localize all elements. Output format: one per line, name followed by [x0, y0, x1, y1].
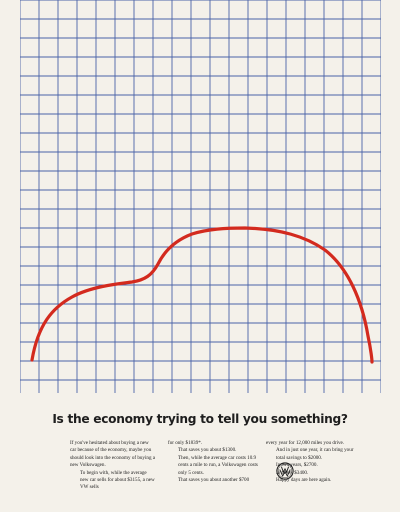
body-paragraph: for only $1839*.: [168, 440, 203, 446]
body-paragraph: That saves you about $1300.: [178, 447, 237, 454]
body-column-2: for only $1839*. That saves you about $1…: [168, 440, 260, 484]
body-column-1: If you've hesitated about buying a new c…: [70, 440, 156, 492]
body-paragraph: Then, while the average car costs 10.9 c…: [178, 454, 258, 476]
headline: Is the economy trying to tell you someth…: [52, 412, 348, 426]
body-paragraph: That saves you about another $700: [178, 477, 250, 484]
body-paragraph: every year for 12,000 miles you drive.: [266, 440, 345, 446]
body-paragraph: And in just one year, it can bring your …: [276, 447, 354, 461]
body-paragraph: To begin with, while the average new car…: [80, 469, 155, 491]
body-paragraph: In two years, $2700.: [276, 462, 318, 469]
graph-paper: [20, 0, 381, 393]
body-paragraph: Happy days are here again.: [276, 477, 332, 484]
beetle-silhouette-outline: [30, 226, 374, 364]
body-paragraph: In three, $3400.: [276, 469, 309, 476]
body-column-3: every year for 12,000 miles you drive. A…: [266, 440, 360, 484]
body-paragraph: If you've hesitated about buying a new c…: [70, 440, 156, 469]
volkswagen-logo-icon: [276, 462, 294, 480]
grid-lines: [20, 0, 381, 393]
graph-paper-grid: [20, 0, 381, 393]
